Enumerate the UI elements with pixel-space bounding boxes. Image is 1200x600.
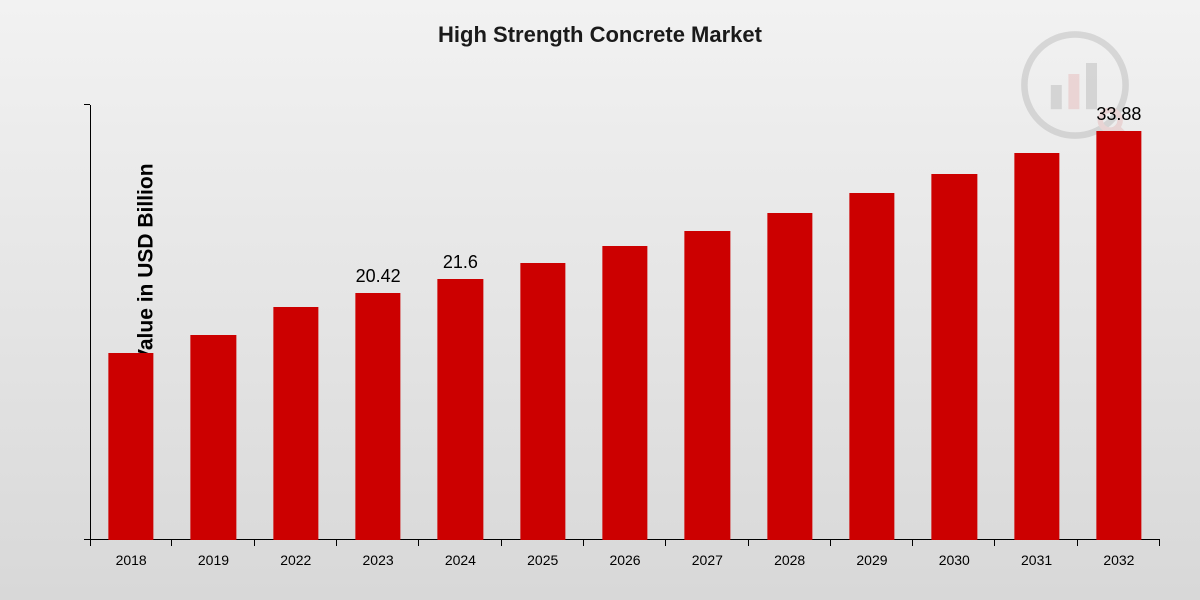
bar: [355, 293, 400, 540]
bar: [932, 174, 977, 540]
x-axis-tick-label: 2032: [1103, 552, 1134, 568]
bar: [273, 307, 318, 540]
bar: [191, 335, 236, 540]
bar-slot: 2027: [666, 105, 748, 540]
y-tick: [84, 104, 90, 105]
x-tick: [583, 540, 584, 546]
plot-area: 20182019202220.42202321.6202420252026202…: [90, 105, 1160, 540]
x-axis-tick-label: 2029: [856, 552, 887, 568]
y-tick: [84, 539, 90, 540]
chart-container: High Strength Concrete Market Market Val…: [0, 0, 1200, 600]
chart-title: High Strength Concrete Market: [0, 22, 1200, 48]
x-axis-tick-label: 2018: [116, 552, 147, 568]
bar: [849, 193, 894, 540]
x-axis-tick-label: 2031: [1021, 552, 1052, 568]
x-tick: [994, 540, 995, 546]
x-tick: [336, 540, 337, 546]
bar-slot: 33.882032: [1078, 105, 1160, 540]
bar: [520, 263, 565, 540]
x-axis-tick-label: 2026: [609, 552, 640, 568]
bar-slot: 2022: [255, 105, 337, 540]
bar: [109, 353, 154, 540]
x-axis-tick-label: 2024: [445, 552, 476, 568]
x-tick: [665, 540, 666, 546]
bars-group: 20182019202220.42202321.6202420252026202…: [90, 105, 1160, 540]
x-tick: [1159, 540, 1160, 546]
bar: [602, 246, 647, 540]
x-tick: [830, 540, 831, 546]
x-axis-tick-label: 2027: [692, 552, 723, 568]
x-tick: [254, 540, 255, 546]
bar-slot: 2028: [749, 105, 831, 540]
bar-slot: 2026: [584, 105, 666, 540]
x-tick: [418, 540, 419, 546]
x-axis-tick-label: 2025: [527, 552, 558, 568]
bar-slot: 2031: [995, 105, 1077, 540]
x-axis-tick-label: 2022: [280, 552, 311, 568]
bar: [685, 231, 730, 540]
bar: [1014, 153, 1059, 540]
x-tick: [748, 540, 749, 546]
bar-slot: 2029: [831, 105, 913, 540]
x-axis-tick-label: 2030: [939, 552, 970, 568]
x-tick: [1077, 540, 1078, 546]
bar-value-label: 33.88: [1096, 104, 1141, 125]
bar-slot: 20.422023: [337, 105, 419, 540]
bar-value-label: 20.42: [356, 266, 401, 287]
x-tick: [501, 540, 502, 546]
bar-slot: 2019: [172, 105, 254, 540]
bar-slot: 2025: [502, 105, 584, 540]
x-tick: [171, 540, 172, 546]
x-tick: [90, 540, 91, 546]
bar: [438, 279, 483, 540]
x-axis-tick-label: 2019: [198, 552, 229, 568]
bar: [767, 213, 812, 540]
x-axis-tick-label: 2028: [774, 552, 805, 568]
bar-slot: 2018: [90, 105, 172, 540]
bar-value-label: 21.6: [443, 252, 478, 273]
x-tick: [912, 540, 913, 546]
bar-slot: 21.62024: [419, 105, 501, 540]
x-axis-tick-label: 2023: [363, 552, 394, 568]
bar: [1096, 131, 1141, 540]
bar-slot: 2030: [913, 105, 995, 540]
